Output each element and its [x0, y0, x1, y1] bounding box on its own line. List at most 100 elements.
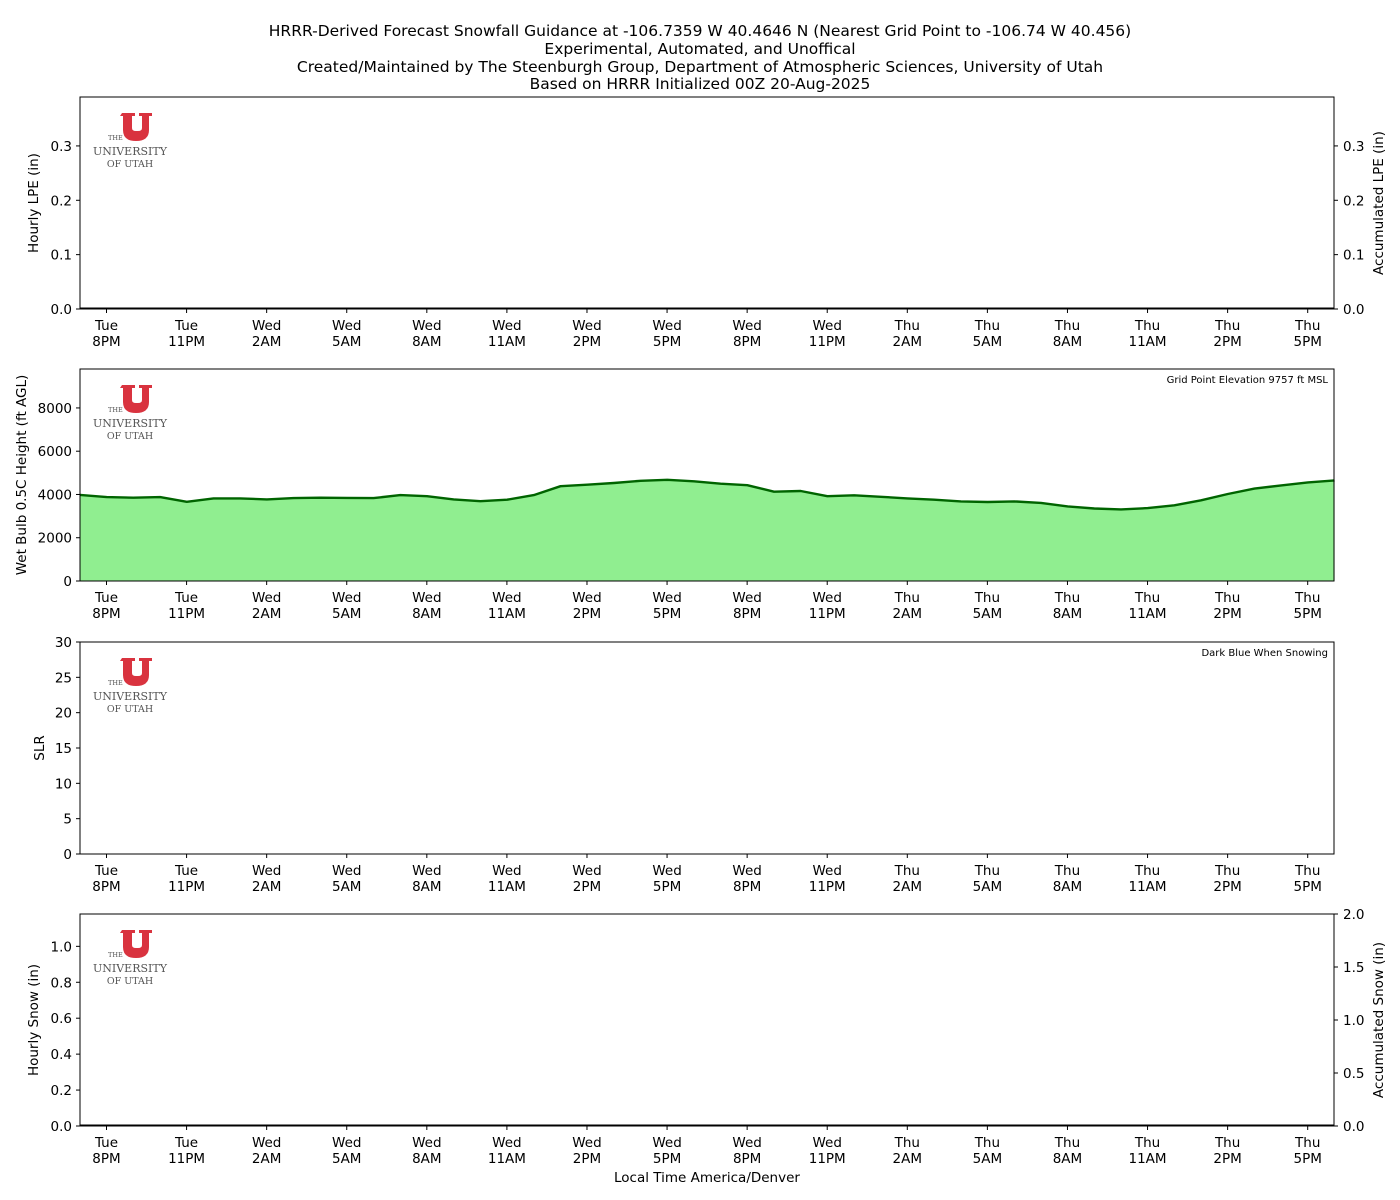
x-tick-label-time: 2AM [893, 879, 922, 895]
x-tick-label-time: 11PM [168, 606, 205, 622]
x-tick-label-day: Thu [1214, 318, 1240, 334]
y2-tick-label: 0.0 [1343, 302, 1364, 318]
y2-axis-label: Accumulated LPE (in) [1371, 131, 1387, 275]
x-tick-label-day: Thu [1134, 318, 1160, 334]
x-tick-label-time: 2PM [1213, 606, 1241, 622]
y-tick-label: 0.2 [51, 193, 72, 209]
utah-u-mark-icon [120, 385, 152, 413]
x-tick-label-day: Thu [1294, 1135, 1320, 1151]
x-tick-label-time: 8PM [733, 334, 761, 350]
y-tick-label: 5 [63, 812, 72, 828]
x-tick-label-day: Thu [1294, 318, 1320, 334]
y-axis-label: SLR [32, 735, 48, 760]
y-tick-label: 0.1 [51, 248, 72, 264]
y-tick-label: 1.0 [51, 939, 72, 955]
y-tick-label: 10 [55, 776, 72, 792]
x-tick-label-day: Thu [894, 590, 920, 606]
x-tick-label-time: 2AM [893, 1151, 922, 1167]
logo-text-the: THE [108, 406, 123, 414]
x-tick-label-day: Thu [1294, 863, 1320, 879]
wet-bulb-height-line [79, 478, 1335, 511]
y-tick-label: 0.6 [51, 1011, 72, 1027]
y2-tick-label: 0.0 [1343, 1119, 1364, 1135]
x-tick-label-time: 8AM [412, 334, 441, 350]
y-tick-label: 20 [55, 706, 72, 722]
x-tick-label-time: 5PM [1294, 1151, 1322, 1167]
x-tick-label-day: Tue [174, 590, 198, 606]
x-tick-label-day: Thu [894, 318, 920, 334]
logo-text-university: UNIVERSITY [93, 417, 168, 430]
x-tick-label-time: 8AM [412, 879, 441, 895]
logo-text-university: UNIVERSITY [93, 962, 168, 975]
x-tick-label-day: Wed [252, 318, 281, 334]
y2-axis-label: Accumulated Snow (in) [1371, 942, 1387, 1098]
x-tick-label-day: Tue [174, 318, 198, 334]
x-tick-label-day: Tue [94, 1135, 118, 1151]
y2-tick-label: 0.2 [1343, 193, 1364, 209]
x-tick-label-day: Wed [492, 1135, 521, 1151]
x-tick-label-time: 8AM [1053, 879, 1082, 895]
x-tick-label-time: 8AM [412, 606, 441, 622]
x-tick-label-time: 11PM [809, 1151, 846, 1167]
x-tick-label-day: Thu [894, 1135, 920, 1151]
x-tick-label-day: Thu [1134, 590, 1160, 606]
y-tick-label: 0.0 [51, 1119, 72, 1135]
y-tick-label: 30 [55, 635, 72, 651]
x-tick-label-day: Wed [732, 863, 761, 879]
y-tick-label: 25 [55, 670, 72, 686]
x-tick-label-day: Tue [94, 318, 118, 334]
x-tick-label-day: Tue [94, 863, 118, 879]
x-tick-label-time: 5AM [973, 1151, 1002, 1167]
x-tick-label-time: 2PM [573, 334, 601, 350]
x-tick-label-time: 5PM [1294, 334, 1322, 350]
x-tick-label-time: 8AM [412, 1151, 441, 1167]
plot-frame [79, 641, 1335, 855]
x-tick-label-time: 11AM [488, 606, 526, 622]
logo-text-university: UNIVERSITY [93, 690, 168, 703]
logo-text-the: THE [108, 951, 123, 959]
x-tick-label-time: 11AM [1129, 1151, 1167, 1167]
panel-annotation: Grid Point Elevation 9757 ft MSL [1167, 375, 1329, 386]
x-tick-label-day: Wed [492, 318, 521, 334]
x-tick-label-time: 2AM [252, 879, 281, 895]
x-tick-label-time: 11PM [809, 879, 846, 895]
utah-u-mark-icon [120, 658, 152, 686]
x-tick-label-day: Wed [412, 318, 441, 334]
x-tick-label-time: 8PM [733, 1151, 761, 1167]
title-line-2: Experimental, Automated, and Unoffical [544, 40, 855, 58]
y-axis-label: Hourly LPE (in) [26, 153, 42, 253]
logo-text-of-utah: OF UTAH [107, 159, 153, 170]
x-tick-label-time: 2AM [893, 606, 922, 622]
utah-u-mark-icon [120, 930, 152, 958]
title-line-1: HRRR-Derived Forecast Snowfall Guidance … [269, 22, 1131, 40]
x-tick-label-time: 5AM [332, 334, 361, 350]
x-tick-label-time: 2PM [573, 1151, 601, 1167]
x-tick-label-time: 2PM [1213, 334, 1241, 350]
y-tick-label: 15 [55, 741, 72, 757]
x-tick-label-day: Wed [332, 863, 361, 879]
x-tick-label-day: Wed [813, 863, 842, 879]
x-tick-label-day: Wed [572, 863, 601, 879]
x-tick-label-day: Wed [252, 863, 281, 879]
x-tick-label-time: 5AM [332, 1151, 361, 1167]
x-tick-label-day: Tue [174, 1135, 198, 1151]
x-tick-label-time: 11AM [488, 879, 526, 895]
x-tick-label-time: 5PM [653, 334, 681, 350]
x-tick-label-time: 11PM [168, 1151, 205, 1167]
x-tick-label-time: 11PM [168, 334, 205, 350]
y-tick-label: 0 [63, 574, 72, 590]
utah-u-mark-icon [120, 113, 152, 141]
x-tick-label-day: Wed [652, 318, 681, 334]
y-axis-label: Hourly Snow (in) [26, 964, 42, 1076]
x-tick-label-day: Wed [732, 318, 761, 334]
x-tick-label-time: 11PM [168, 879, 205, 895]
x-tick-label-day: Wed [412, 863, 441, 879]
y-tick-label: 0.4 [51, 1047, 72, 1063]
chart-panels: 0.0 0.1 0.2 0.3 0.0 0.1 0.2 0.3 Accumulated LPE … [14, 96, 1387, 1167]
y-tick-label: 6000 [38, 444, 72, 460]
x-tick-label-day: Thu [974, 318, 1000, 334]
x-tick-label-day: Wed [492, 863, 521, 879]
y2-tick-label: 1.5 [1343, 960, 1364, 976]
y2-tick-label: 0.3 [1343, 139, 1364, 155]
